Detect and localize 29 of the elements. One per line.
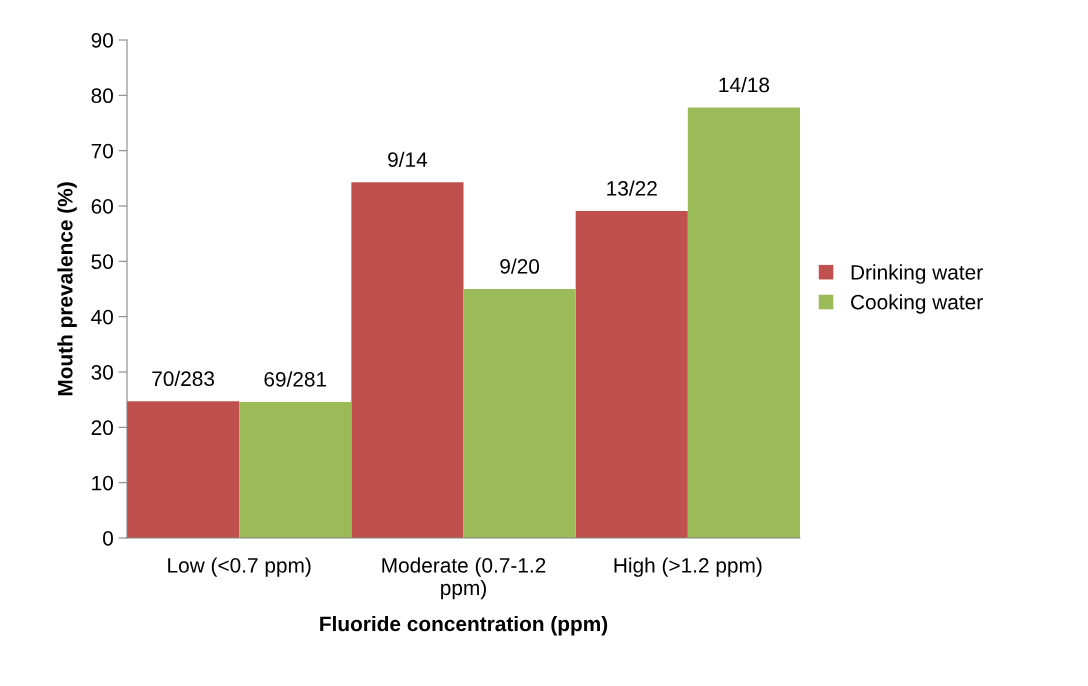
x-tick-label: Low (<0.7 ppm): [168, 557, 311, 577]
bar: [575, 210, 688, 538]
data-label: 9/20: [500, 258, 540, 274]
y-tick-label: 80: [91, 88, 113, 104]
data-label: 69/281: [264, 371, 327, 387]
legend-label: Cooking water: [851, 294, 983, 314]
data-label: 9/14: [388, 151, 428, 167]
y-tick-label: 70: [91, 143, 113, 159]
y-tick-label: 20: [91, 420, 113, 436]
data-label: 70/283: [152, 370, 215, 387]
bar: [127, 401, 240, 538]
bar: [463, 289, 576, 538]
bar: [239, 401, 352, 538]
data-label: 14/18: [719, 76, 770, 93]
y-tick-label: 40: [91, 309, 113, 325]
y-tick-label: 30: [91, 365, 113, 380]
y-tick-label: 0: [103, 531, 113, 546]
x-axis-title: Fluoride concentration (ppm): [320, 615, 608, 636]
y-tick-label: 90: [91, 33, 113, 48]
bar: [687, 107, 800, 538]
y-tick-label: 10: [92, 475, 113, 491]
y-tick-label: 50: [91, 254, 113, 270]
data-label: 13/22: [607, 180, 657, 196]
x-tick-label: High (>1.2 ppm): [614, 557, 762, 577]
y-tick-label: 60: [91, 199, 113, 214]
bar: [351, 182, 464, 538]
legend-label: Drinking water: [851, 264, 983, 284]
y-axis-title: Mouth prevalence (%): [57, 182, 77, 396]
x-tick-label: Moderate (0.7-1.2 ppm): [382, 557, 546, 600]
